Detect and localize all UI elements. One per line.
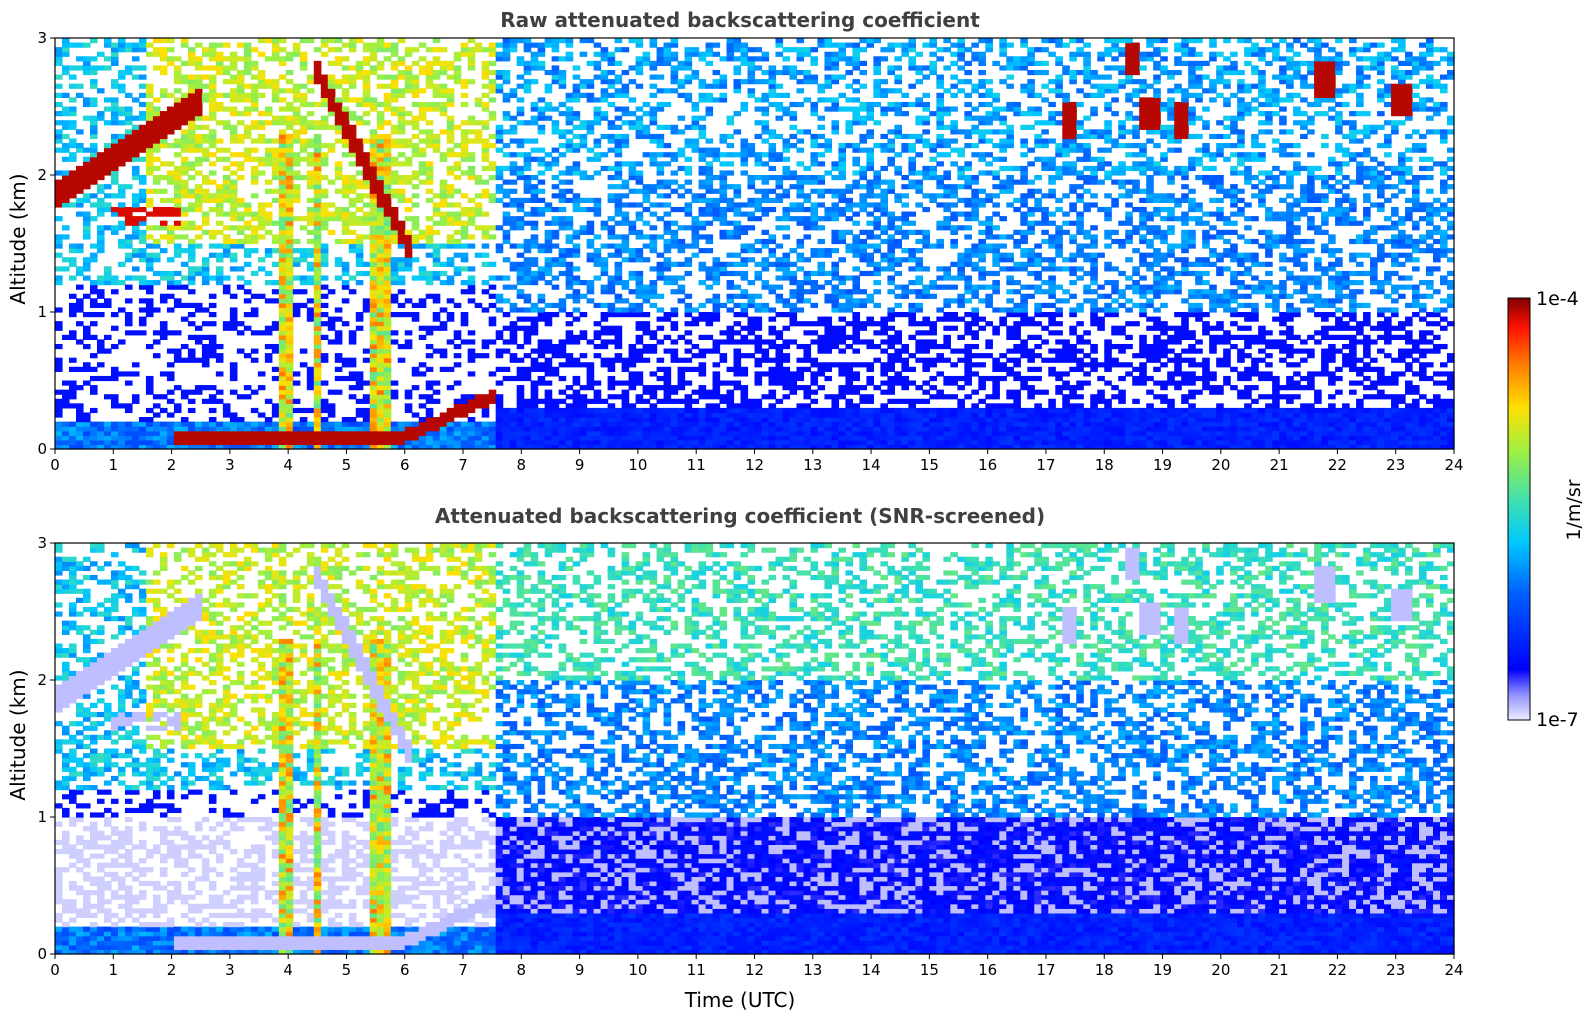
x-tick-label: 21 bbox=[1270, 961, 1289, 979]
raw-backscatter-panel: Raw attenuated backscattering coefficien… bbox=[6, 8, 1464, 474]
y-tick-label: 2 bbox=[37, 166, 47, 184]
x-tick-label: 18 bbox=[1095, 456, 1114, 474]
x-tick-label: 8 bbox=[517, 961, 527, 979]
x-tick-label: 7 bbox=[458, 456, 468, 474]
x-tick-label: 9 bbox=[575, 456, 585, 474]
snr-screened-backscatter-panel: Attenuated backscattering coefficient (S… bbox=[6, 504, 1464, 1012]
y-tick-label: 1 bbox=[37, 808, 47, 826]
x-tick-label: 24 bbox=[1444, 456, 1463, 474]
y-tick-label: 1 bbox=[37, 303, 47, 321]
panel-title: Raw attenuated backscattering coefficien… bbox=[500, 8, 980, 32]
x-tick-label: 22 bbox=[1328, 456, 1347, 474]
x-tick-label: 17 bbox=[1036, 961, 1055, 979]
x-tick-label: 21 bbox=[1270, 456, 1289, 474]
y-tick-label: 2 bbox=[37, 671, 47, 689]
x-tick-label: 13 bbox=[803, 456, 822, 474]
x-tick-label: 2 bbox=[167, 456, 177, 474]
x-tick-label: 3 bbox=[225, 961, 235, 979]
x-tick-label: 20 bbox=[1211, 961, 1230, 979]
x-tick-label: 10 bbox=[628, 456, 647, 474]
heatmap-image bbox=[55, 38, 1455, 450]
x-tick-label: 0 bbox=[50, 961, 60, 979]
x-tick-label: 1 bbox=[109, 456, 119, 474]
x-tick-label: 5 bbox=[342, 961, 352, 979]
x-tick-label: 23 bbox=[1386, 456, 1405, 474]
x-tick-label: 12 bbox=[745, 961, 764, 979]
y-axis: 0 1 2 3 bbox=[37, 534, 55, 963]
x-tick-label: 2 bbox=[167, 961, 177, 979]
x-tick-label: 1 bbox=[109, 961, 119, 979]
x-tick-label: 8 bbox=[517, 456, 527, 474]
x-tick-label: 4 bbox=[283, 961, 293, 979]
y-tick-label: 3 bbox=[37, 534, 47, 552]
x-tick-label: 15 bbox=[920, 456, 939, 474]
y-tick-label: 3 bbox=[37, 29, 47, 47]
x-tick-label: 7 bbox=[458, 961, 468, 979]
x-tick-label: 19 bbox=[1153, 961, 1172, 979]
colorbar-unit-label: 1/m/sr bbox=[1563, 479, 1585, 540]
x-tick-label: 5 bbox=[342, 456, 352, 474]
y-tick-label: 0 bbox=[37, 945, 47, 963]
x-axis: 0 1 2 3 4 5 6 7 8 9 10 11 12 13 14 15 16 17 18 19 20 21 22 23 24 bbox=[50, 954, 1464, 979]
x-tick-label: 24 bbox=[1444, 961, 1463, 979]
y-axis-label: Altitude (km) bbox=[6, 173, 30, 304]
colorbar: 1e-4 1e-7 1/m/sr bbox=[1507, 288, 1585, 731]
x-tick-label: 6 bbox=[400, 456, 410, 474]
x-tick-label: 9 bbox=[575, 961, 585, 979]
colorbar-min-label: 1e-7 bbox=[1536, 709, 1579, 731]
x-tick-label: 13 bbox=[803, 961, 822, 979]
y-axis-label: Altitude (km) bbox=[6, 669, 30, 800]
x-tick-label: 20 bbox=[1211, 456, 1230, 474]
colorbar-gradient bbox=[1507, 297, 1531, 721]
x-tick-label: 17 bbox=[1036, 456, 1055, 474]
x-tick-label: 6 bbox=[400, 961, 410, 979]
y-axis: 0 1 2 3 bbox=[37, 29, 55, 458]
x-tick-label: 12 bbox=[745, 456, 764, 474]
x-tick-label: 14 bbox=[862, 961, 881, 979]
x-tick-label: 15 bbox=[920, 961, 939, 979]
x-tick-label: 11 bbox=[687, 961, 706, 979]
x-tick-label: 11 bbox=[687, 456, 706, 474]
heatmap-image bbox=[55, 543, 1455, 955]
x-tick-label: 18 bbox=[1095, 961, 1114, 979]
x-tick-label: 19 bbox=[1153, 456, 1172, 474]
x-axis-label: Time (UTC) bbox=[684, 988, 796, 1012]
y-tick-label: 0 bbox=[37, 440, 47, 458]
x-axis: 0 1 2 3 4 5 6 7 8 9 10 11 12 13 14 15 16 17 18 19 20 21 22 23 24 bbox=[50, 449, 1464, 474]
x-tick-label: 0 bbox=[50, 456, 60, 474]
x-tick-label: 16 bbox=[978, 456, 997, 474]
colorbar-max-label: 1e-4 bbox=[1536, 288, 1579, 310]
panel-title: Attenuated backscattering coefficient (S… bbox=[435, 504, 1045, 528]
x-tick-label: 4 bbox=[283, 456, 293, 474]
x-tick-label: 3 bbox=[225, 456, 235, 474]
x-tick-label: 10 bbox=[628, 961, 647, 979]
x-tick-label: 16 bbox=[978, 961, 997, 979]
x-tick-label: 14 bbox=[862, 456, 881, 474]
x-tick-label: 22 bbox=[1328, 961, 1347, 979]
x-tick-label: 23 bbox=[1386, 961, 1405, 979]
